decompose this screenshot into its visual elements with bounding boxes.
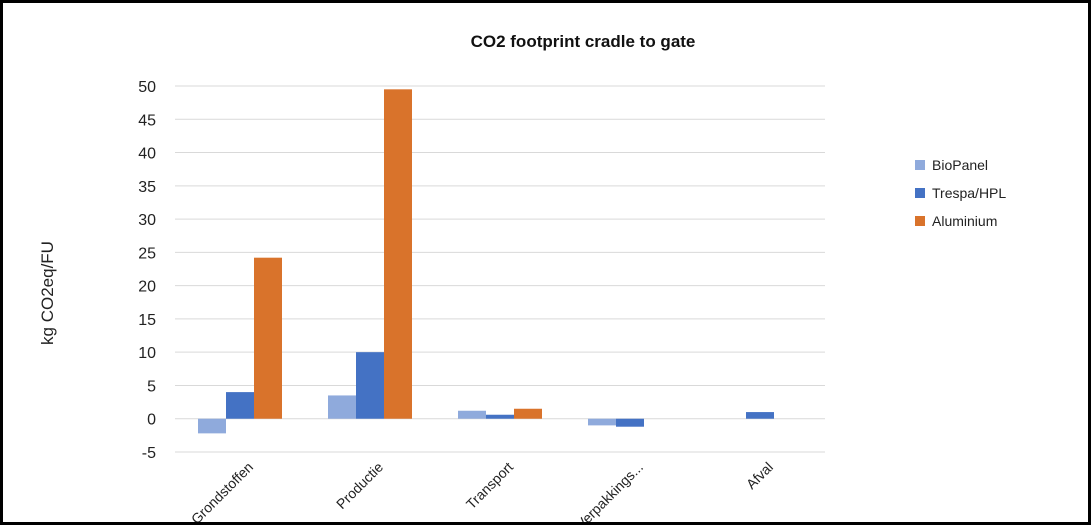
bar-trespa-hpl-1 bbox=[356, 352, 384, 419]
y-tick-label: 10 bbox=[138, 345, 156, 362]
bar-aluminium-1 bbox=[384, 89, 412, 419]
bar-biopanel-3 bbox=[588, 418, 616, 426]
y-tick-label: 5 bbox=[147, 378, 156, 395]
y-tick-label: 50 bbox=[138, 79, 156, 96]
bars bbox=[198, 89, 774, 434]
y-tick-label: 45 bbox=[138, 112, 156, 129]
bar-trespa-hpl-4 bbox=[746, 412, 774, 419]
x-tick-label: Transport bbox=[463, 459, 516, 512]
bar-aluminium-0 bbox=[254, 257, 282, 419]
y-tick-label: 40 bbox=[138, 146, 156, 163]
legend-label: BioPanel bbox=[932, 157, 988, 173]
bar-trespa-hpl-0 bbox=[226, 392, 254, 419]
legend-label: Trespa/HPL bbox=[932, 185, 1006, 201]
y-tick-label: 35 bbox=[138, 179, 156, 196]
bar-trespa-hpl-2 bbox=[486, 414, 514, 419]
bar-biopanel-2 bbox=[458, 410, 486, 419]
x-tick-label: Productie bbox=[333, 459, 386, 512]
chart-title: CO2 footprint cradle to gate bbox=[471, 32, 696, 51]
legend-swatch bbox=[915, 160, 925, 170]
legend-swatch bbox=[915, 216, 925, 226]
legend-swatch bbox=[915, 188, 925, 198]
y-tick-label: -5 bbox=[142, 445, 156, 462]
x-tick-label: Afval bbox=[743, 459, 776, 492]
y-tick-label: 0 bbox=[147, 412, 156, 429]
y-axis-ticks: -5 0 5 10 15 20 25 30 35 40 45 50 bbox=[138, 79, 156, 462]
bar-aluminium-2 bbox=[514, 408, 542, 419]
bar-biopanel-1 bbox=[328, 395, 356, 419]
legend: BioPanel Trespa/HPL Aluminium bbox=[915, 157, 1006, 229]
bar-biopanel-0 bbox=[198, 418, 226, 434]
bar-chart: CO2 footprint cradle to gate kg CO2eq/FU… bbox=[38, 32, 1006, 522]
y-axis-label: kg CO2eq/FU bbox=[38, 241, 57, 345]
y-tick-label: 15 bbox=[138, 312, 156, 329]
gridlines bbox=[175, 85, 825, 453]
legend-label: Aluminium bbox=[932, 213, 997, 229]
bar-trespa-hpl-3 bbox=[616, 418, 644, 427]
x-tick-label: Grondstoffen bbox=[188, 459, 256, 522]
x-axis-ticks: Grondstoffen Productie Transport Verpakking… bbox=[188, 459, 776, 522]
y-tick-label: 30 bbox=[138, 212, 156, 229]
y-tick-label: 20 bbox=[138, 279, 156, 296]
x-tick-label: Verpakkings... bbox=[573, 459, 646, 522]
y-tick-label: 25 bbox=[138, 245, 156, 262]
